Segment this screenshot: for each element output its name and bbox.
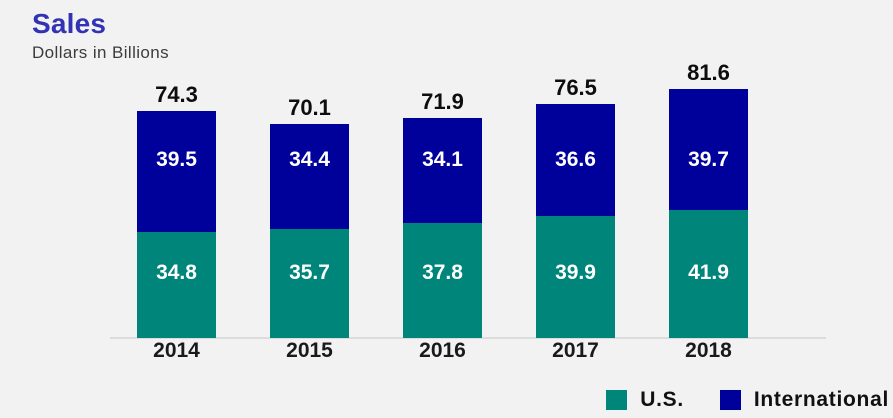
year-label-2018: 2018 bbox=[685, 339, 732, 362]
legend-label-international: International bbox=[753, 388, 889, 411]
total-value-label-2015: 70.1 bbox=[288, 94, 331, 120]
bar-segment-us-2017 bbox=[536, 216, 615, 338]
bar-segment-us-2014 bbox=[137, 231, 216, 338]
international-value-label-2015: 34.4 bbox=[289, 148, 330, 171]
bar-segment-international-2018 bbox=[669, 88, 748, 210]
international-value-label-2017: 36.6 bbox=[555, 148, 596, 171]
us-value-label-2015: 35.7 bbox=[289, 261, 330, 284]
us-value-label-2018: 41.9 bbox=[688, 261, 729, 284]
total-value-label-2018: 81.6 bbox=[687, 59, 730, 85]
legend: U.S. International bbox=[606, 389, 889, 411]
year-label-2015: 2015 bbox=[286, 339, 333, 362]
year-label-2017: 2017 bbox=[552, 339, 599, 362]
international-value-label-2018: 39.7 bbox=[688, 148, 729, 171]
total-value-label-2017: 76.5 bbox=[554, 75, 597, 101]
chart-header: Sales Dollars in Billions bbox=[32, 8, 169, 63]
chart-title: Sales bbox=[32, 8, 107, 39]
total-value-label-2016: 71.9 bbox=[421, 89, 464, 115]
year-label-2016: 2016 bbox=[419, 339, 466, 362]
bar-segment-international-2014 bbox=[137, 111, 216, 232]
bar-segment-us-2015 bbox=[270, 228, 349, 338]
us-legend-swatch-icon bbox=[606, 390, 628, 410]
bar-segment-us-2016 bbox=[403, 222, 482, 338]
chart-subtitle: Dollars in Billions bbox=[32, 43, 170, 62]
bar-segment-international-2015 bbox=[270, 123, 349, 229]
us-value-label-2017: 39.9 bbox=[555, 261, 596, 284]
legend-label-us: U.S. bbox=[640, 388, 684, 411]
us-value-label-2016: 37.8 bbox=[422, 261, 463, 284]
bar-segment-us-2018 bbox=[669, 209, 748, 338]
bar-segment-international-2016 bbox=[403, 118, 482, 223]
legend-item-us: U.S. bbox=[606, 389, 684, 411]
year-label-2014: 2014 bbox=[153, 339, 200, 362]
x-axis-baseline bbox=[110, 337, 826, 339]
international-value-label-2016: 34.1 bbox=[422, 148, 463, 171]
international-value-label-2014: 39.5 bbox=[156, 148, 197, 171]
us-value-label-2014: 34.8 bbox=[156, 261, 197, 284]
legend-item-international: International bbox=[719, 388, 889, 411]
international-legend-swatch-icon bbox=[719, 390, 741, 410]
bar-segment-international-2017 bbox=[536, 104, 615, 217]
total-value-label-2014: 74.3 bbox=[155, 82, 198, 107]
